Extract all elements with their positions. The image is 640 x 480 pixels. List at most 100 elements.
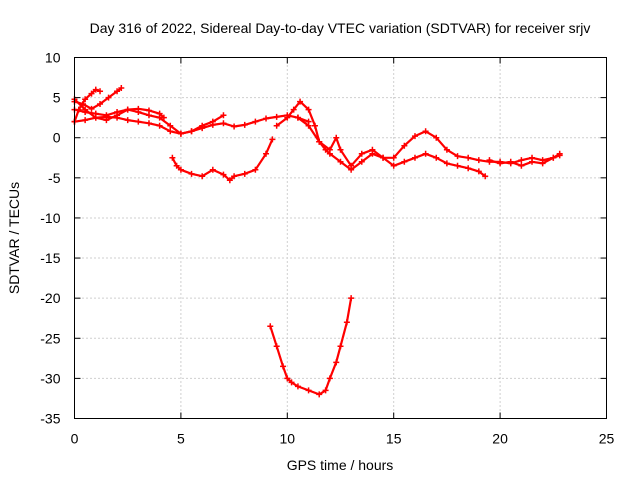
data-point-marker <box>433 134 440 141</box>
series-arc-6 <box>169 136 276 184</box>
y-tick-label: 10 <box>45 50 61 66</box>
data-point-marker <box>539 160 546 167</box>
data-point-marker <box>124 106 131 113</box>
data-point-marker <box>550 154 557 161</box>
data-point-marker <box>188 170 195 177</box>
series-arc-5 <box>71 96 227 137</box>
data-point-marker <box>348 162 355 169</box>
data-point-marker <box>252 118 259 125</box>
data-point-marker <box>380 154 387 161</box>
data-point-marker <box>316 138 323 145</box>
data-point-marker <box>209 166 216 173</box>
data-point-marker <box>267 323 274 330</box>
data-point-marker <box>226 177 233 184</box>
data-point-marker <box>167 122 174 129</box>
data-point-marker <box>454 162 461 169</box>
data-point-marker <box>294 383 301 390</box>
data-point-marker <box>337 158 344 165</box>
data-point-marker <box>369 146 376 153</box>
data-point-marker <box>556 150 563 157</box>
data-point-marker <box>241 121 248 128</box>
x-tick-label: 0 <box>71 431 79 447</box>
data-point-marker <box>97 88 104 95</box>
series-arc-7 <box>267 295 355 398</box>
y-tick-label: -15 <box>40 250 60 266</box>
data-point-marker <box>422 128 429 135</box>
data-point-marker <box>288 379 295 386</box>
data-point-marker <box>88 90 95 97</box>
data-point-marker <box>118 84 125 91</box>
data-point-marker <box>337 343 344 350</box>
data-point-marker <box>114 88 121 95</box>
y-tick-label: -5 <box>48 170 61 186</box>
data-point-marker <box>199 173 206 180</box>
data-point-marker <box>305 122 312 129</box>
data-point-marker <box>103 117 110 124</box>
x-tick-label: 5 <box>177 431 185 447</box>
data-point-marker <box>97 101 104 108</box>
data-point-marker <box>82 96 89 103</box>
data-point-marker <box>105 94 112 101</box>
data-point-marker <box>443 160 450 167</box>
data-point-marker <box>173 162 180 169</box>
data-point-marker <box>358 150 365 157</box>
data-point-marker <box>290 106 297 113</box>
data-point-marker <box>177 166 184 173</box>
data-point-marker <box>231 173 238 180</box>
y-tick-label: -35 <box>40 411 60 427</box>
data-point-marker <box>220 120 227 127</box>
axis-ticks: 0 5 10 15 20 25 10 5 0 -5 -10 -15 -20 -25 -30 -35 <box>40 50 614 447</box>
data-point-marker <box>114 112 121 119</box>
data-point-marker <box>280 363 287 370</box>
data-point-marker <box>145 120 152 127</box>
data-point-marker <box>348 295 355 302</box>
data-point-marker <box>305 106 312 113</box>
data-point-marker <box>454 153 461 160</box>
data-point-marker <box>135 118 142 125</box>
data-point-marker <box>294 114 301 121</box>
data-point-marker <box>497 160 504 167</box>
data-point-marker <box>333 359 340 366</box>
data-point-marker <box>507 158 514 165</box>
y-tick-label: 0 <box>53 130 61 146</box>
data-point-marker <box>82 106 89 113</box>
series-arc-8 <box>273 98 489 180</box>
data-point-marker <box>322 387 329 394</box>
data-point-marker <box>252 166 259 173</box>
x-tick-label: 15 <box>386 431 402 447</box>
data-point-marker <box>465 165 472 172</box>
data-point-marker <box>311 122 318 129</box>
data-point-marker <box>482 173 489 180</box>
data-point-marker <box>465 154 472 161</box>
data-series <box>71 84 563 398</box>
data-point-marker <box>135 109 142 116</box>
y-tick-label: -30 <box>40 370 60 386</box>
data-point-marker <box>231 123 238 130</box>
y-tick-label: -25 <box>40 330 60 346</box>
x-axis-label: GPS time / hours <box>287 457 394 473</box>
series-arc-10 <box>486 150 563 169</box>
data-point-marker <box>529 158 536 165</box>
data-point-marker <box>92 86 99 93</box>
y-tick-label: 5 <box>53 90 61 106</box>
data-point-marker <box>156 114 163 121</box>
data-point-marker <box>326 146 333 153</box>
data-point-marker <box>263 115 270 122</box>
data-point-marker <box>433 154 440 161</box>
data-point-marker <box>263 150 270 157</box>
data-point-marker <box>316 391 323 398</box>
data-point-marker <box>518 157 525 164</box>
data-point-marker <box>411 133 418 140</box>
data-point-marker <box>486 157 493 164</box>
data-point-marker <box>82 117 89 124</box>
data-point-marker <box>284 375 291 382</box>
data-point-marker <box>422 150 429 157</box>
x-tick-label: 25 <box>599 431 615 447</box>
data-point-marker <box>297 98 304 105</box>
data-point-marker <box>401 158 408 165</box>
chart-title: Day 316 of 2022, Sidereal Day-to-day VTE… <box>90 20 591 36</box>
data-point-marker <box>167 128 174 135</box>
data-point-marker <box>220 171 227 178</box>
grid-lines <box>74 57 607 419</box>
